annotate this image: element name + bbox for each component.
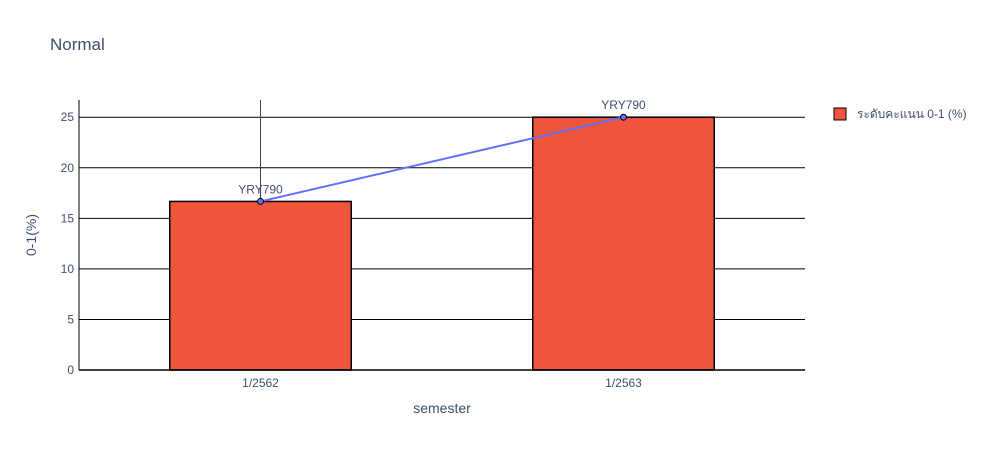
bar[interactable]	[532, 116, 715, 371]
y-axis-title: 0-1(%)	[23, 214, 39, 256]
y-tick-label: 10	[61, 262, 75, 276]
line-point[interactable]	[620, 113, 627, 121]
legend-label: ระดับคะแนน 0-1 (%)	[857, 107, 967, 121]
y-tick-label: 25	[61, 110, 75, 124]
y-tick-label: 20	[61, 161, 75, 175]
x-axis-title: semester	[413, 400, 471, 416]
y-tick-label: 0	[67, 363, 74, 377]
line-overlay: YRY790 YRY790	[238, 98, 646, 205]
series-line	[260, 116, 624, 203]
y-tick-label: 15	[61, 211, 75, 225]
x-tick-label: 1/2563	[605, 376, 642, 390]
y-tick-labels: 0 5 10 15 20 25	[61, 110, 75, 377]
data-label: YRY790	[238, 182, 283, 196]
x-tick-labels: 1/2562 1/2563	[242, 376, 642, 390]
line-point[interactable]	[257, 197, 264, 205]
x-tick-label: 1/2562	[242, 376, 279, 390]
chart-title: Normal	[50, 35, 105, 54]
legend-swatch	[833, 107, 847, 121]
legend[interactable]: ระดับคะแนน 0-1 (%)	[833, 107, 967, 121]
bars	[169, 116, 715, 371]
bar[interactable]	[169, 200, 352, 371]
data-label: YRY790	[601, 98, 646, 112]
y-tick-label: 5	[67, 312, 74, 326]
